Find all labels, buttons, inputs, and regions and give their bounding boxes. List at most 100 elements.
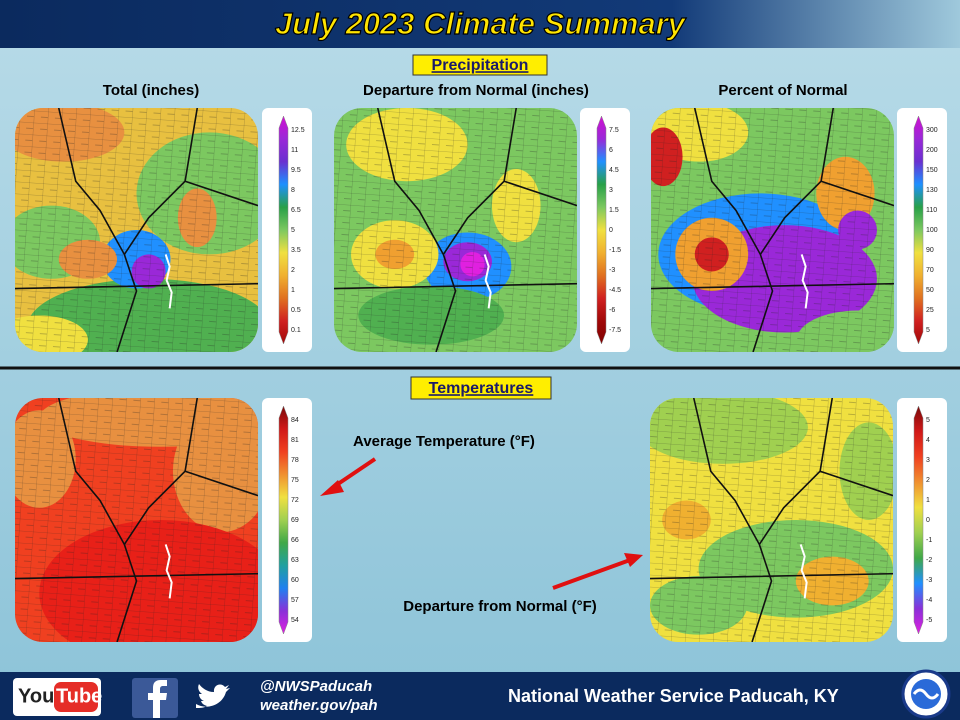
- website: weather.gov/pah: [260, 697, 378, 714]
- legend-label: 57: [291, 597, 299, 604]
- state-border: [693, 108, 774, 352]
- youtube-you: You: [18, 685, 54, 707]
- state-border: [650, 398, 893, 580]
- legend-label: 5: [926, 417, 930, 424]
- legend-label: 7.5: [609, 127, 619, 134]
- section-heading: Temperatures: [429, 380, 534, 397]
- legend-label: 81: [291, 437, 299, 444]
- state-border: [334, 108, 577, 290]
- map: [651, 108, 894, 352]
- heading-box: [410, 376, 552, 400]
- state-border: [57, 108, 138, 352]
- legend-label: -4.5: [609, 287, 621, 294]
- county-lines: [651, 108, 894, 352]
- legend-label: 150: [926, 167, 938, 174]
- social-handle: @NWSPaducah: [260, 678, 372, 695]
- youtube-tube: Tube: [56, 685, 102, 707]
- legend-label: -1.5: [609, 247, 621, 254]
- state-border: [692, 398, 773, 642]
- twitter-icon[interactable]: [196, 684, 230, 708]
- legend-label: 70: [926, 267, 934, 274]
- legend-label: 2: [926, 477, 930, 484]
- legend-label: 1: [926, 497, 930, 504]
- title: July 2023 Climate Summary: [275, 6, 687, 41]
- river: [800, 254, 809, 309]
- legend-label: 78: [291, 457, 299, 464]
- map: [650, 398, 893, 642]
- panel-title: Average Temperature (°F): [353, 433, 535, 450]
- state-border: [651, 108, 894, 290]
- color-bar: [913, 115, 924, 345]
- panel-title: Total (inches): [103, 82, 199, 99]
- legend-label: -3: [609, 267, 615, 274]
- legend-label: -5: [926, 617, 932, 624]
- county-lines: [650, 398, 893, 642]
- legend-label: 1.5: [609, 207, 619, 214]
- legend-label: 5: [926, 327, 930, 334]
- legend-label: 0: [926, 517, 930, 524]
- map: [334, 108, 577, 352]
- office-name: National Weather Service Paducah, KY: [508, 686, 839, 706]
- legend-label: 4: [926, 437, 930, 444]
- section-heading: Precipitation: [432, 57, 529, 74]
- map: [15, 398, 258, 642]
- state-border: [376, 108, 457, 352]
- legend-label: 3.5: [291, 247, 301, 254]
- legend-label: 0.1: [291, 327, 301, 334]
- state-border: [57, 398, 138, 642]
- legend-label: 300: [926, 127, 938, 134]
- legend-label: 3: [609, 187, 613, 194]
- legend-label: 100: [926, 227, 938, 234]
- legend-label: -1: [926, 537, 932, 544]
- legend-label: 66: [291, 537, 299, 544]
- county-lines: [15, 398, 258, 642]
- legend-label: 9.5: [291, 167, 301, 174]
- color-bar: [913, 405, 924, 635]
- legend-label: 69: [291, 517, 299, 524]
- legend-label: 2: [291, 267, 295, 274]
- panel-title: Departure from Normal (inches): [363, 82, 589, 99]
- river: [164, 544, 173, 599]
- legend-label: 60: [291, 577, 299, 584]
- arrows: [320, 457, 643, 590]
- facebook-f: [148, 680, 167, 718]
- county-lines: [334, 108, 577, 352]
- header-bar: [0, 0, 960, 48]
- legend-label: -2: [926, 557, 932, 564]
- county-lines: [15, 108, 258, 352]
- panel-title: Departure from Normal (°F): [403, 598, 597, 615]
- legend-label: 75: [291, 477, 299, 484]
- legend-label: 3: [926, 457, 930, 464]
- state-border: [15, 108, 258, 290]
- river: [799, 544, 808, 599]
- legend-label: 72: [291, 497, 299, 504]
- legend-label: 200: [926, 147, 938, 154]
- legend-label: 0: [609, 227, 613, 234]
- river: [483, 254, 492, 309]
- legend-label: 110: [926, 207, 937, 214]
- nws-logo-mark: [912, 688, 940, 700]
- legend-label: 5: [291, 227, 295, 234]
- legend-label: 12.5: [291, 127, 305, 134]
- color-bar: [278, 115, 289, 345]
- legend-label: 25: [926, 307, 934, 314]
- map: [15, 108, 258, 352]
- legend-label: -3: [926, 577, 932, 584]
- legend-label: 90: [926, 247, 934, 254]
- legend-label: 11: [291, 147, 298, 154]
- legend-label: 1: [291, 287, 295, 294]
- legend-label: 4.5: [609, 167, 619, 174]
- heading-box: [412, 54, 548, 76]
- legend-label: 0.5: [291, 307, 301, 314]
- legend-label: 6.5: [291, 207, 301, 214]
- legend-label: 54: [291, 617, 299, 624]
- legend-label: 8: [291, 187, 295, 194]
- youtube-box: [54, 682, 98, 712]
- color-bar: [596, 115, 607, 345]
- legend-label: 6: [609, 147, 613, 154]
- legend-label: 84: [291, 417, 299, 424]
- legend-label: 130: [926, 187, 938, 194]
- state-border: [15, 398, 258, 580]
- legend-label: 50: [926, 287, 934, 294]
